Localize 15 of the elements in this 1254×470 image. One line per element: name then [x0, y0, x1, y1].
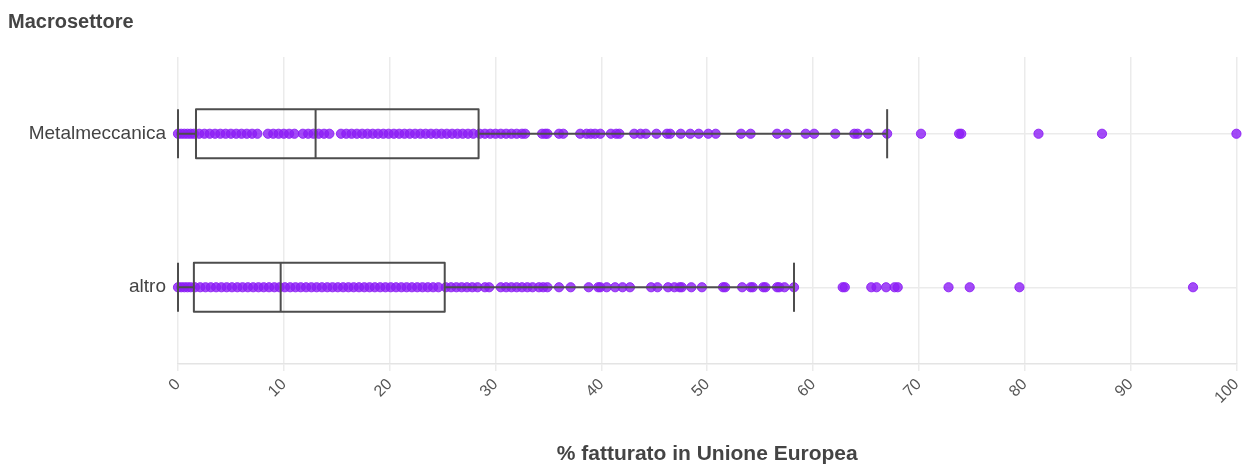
y-tick-label: altro: [129, 275, 166, 297]
x-tick-label: 20: [370, 374, 395, 400]
x-tick-label: 90: [1111, 374, 1136, 400]
x-tick-label: 30: [476, 374, 501, 400]
x-tick-label: 100: [1210, 374, 1242, 406]
x-tick-label: 40: [582, 374, 607, 400]
x-axis-title: % fatturato in Unione Europea: [556, 441, 859, 465]
y-tick-label: Metalmeccanica: [28, 121, 167, 143]
x-tick-label: 80: [1005, 374, 1031, 400]
x-tick-label: 0: [164, 374, 184, 394]
x-tick-label: 10: [264, 374, 290, 400]
x-tick-label: 70: [899, 374, 925, 400]
x-tick-label: 50: [687, 374, 713, 400]
x-tick-label: 60: [793, 374, 819, 400]
y-axis-title: Macrosettore: [8, 9, 134, 32]
